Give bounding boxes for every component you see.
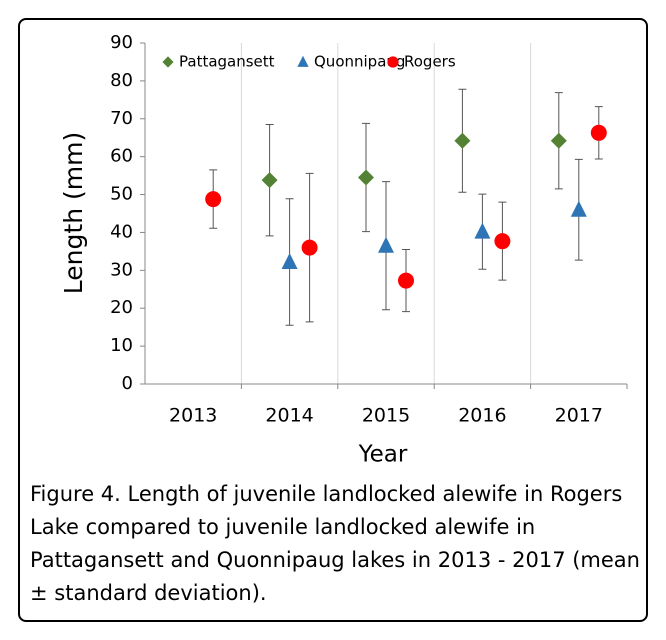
- legend-marker: [162, 56, 174, 68]
- y-tick-label: 0: [122, 373, 133, 394]
- x-tick-label: 2015: [362, 405, 410, 427]
- x-tick-label: 2017: [555, 405, 603, 427]
- marker: [550, 132, 567, 149]
- marker: [494, 233, 511, 250]
- y-tick-label: 80: [110, 70, 133, 91]
- marker: [570, 200, 587, 217]
- legend-marker: [297, 55, 309, 67]
- y-tick-label: 90: [110, 32, 133, 53]
- marker: [378, 236, 394, 253]
- marker: [301, 239, 318, 256]
- legend-label: Pattagansett: [179, 53, 275, 71]
- marker: [454, 132, 471, 149]
- x-tick-label: 2013: [169, 405, 217, 427]
- caption: Figure 4. Length of juvenile landlocked …: [30, 482, 640, 605]
- marker: [261, 172, 278, 189]
- marker: [281, 252, 298, 269]
- x-tick-label: 2014: [265, 405, 313, 427]
- legend-label: Quonnipaug: [314, 53, 405, 71]
- y-tick-label: 60: [110, 146, 133, 167]
- legend-marker: [387, 56, 399, 68]
- y-axis-title: Length (mm): [59, 132, 88, 294]
- y-tick-label: 70: [110, 108, 133, 129]
- legend-label: Rogers: [404, 53, 456, 71]
- y-tick-label: 10: [110, 335, 133, 356]
- frame: [18, 18, 648, 622]
- y-tick-label: 50: [110, 184, 133, 205]
- y-tick-label: 30: [110, 259, 133, 280]
- marker: [358, 169, 374, 186]
- x-tick-label: 2016: [458, 405, 506, 427]
- x-axis-title: Year: [358, 442, 408, 468]
- chart: Length (mm) Year 0 10 20 30 40 50 60 70 80 90 2013…: [59, 32, 628, 468]
- y-tick-label: 20: [110, 297, 133, 318]
- marker: [474, 222, 491, 239]
- marker: [205, 191, 222, 208]
- y-tick-label: 40: [110, 221, 133, 242]
- marker: [590, 124, 607, 141]
- marker: [398, 272, 414, 289]
